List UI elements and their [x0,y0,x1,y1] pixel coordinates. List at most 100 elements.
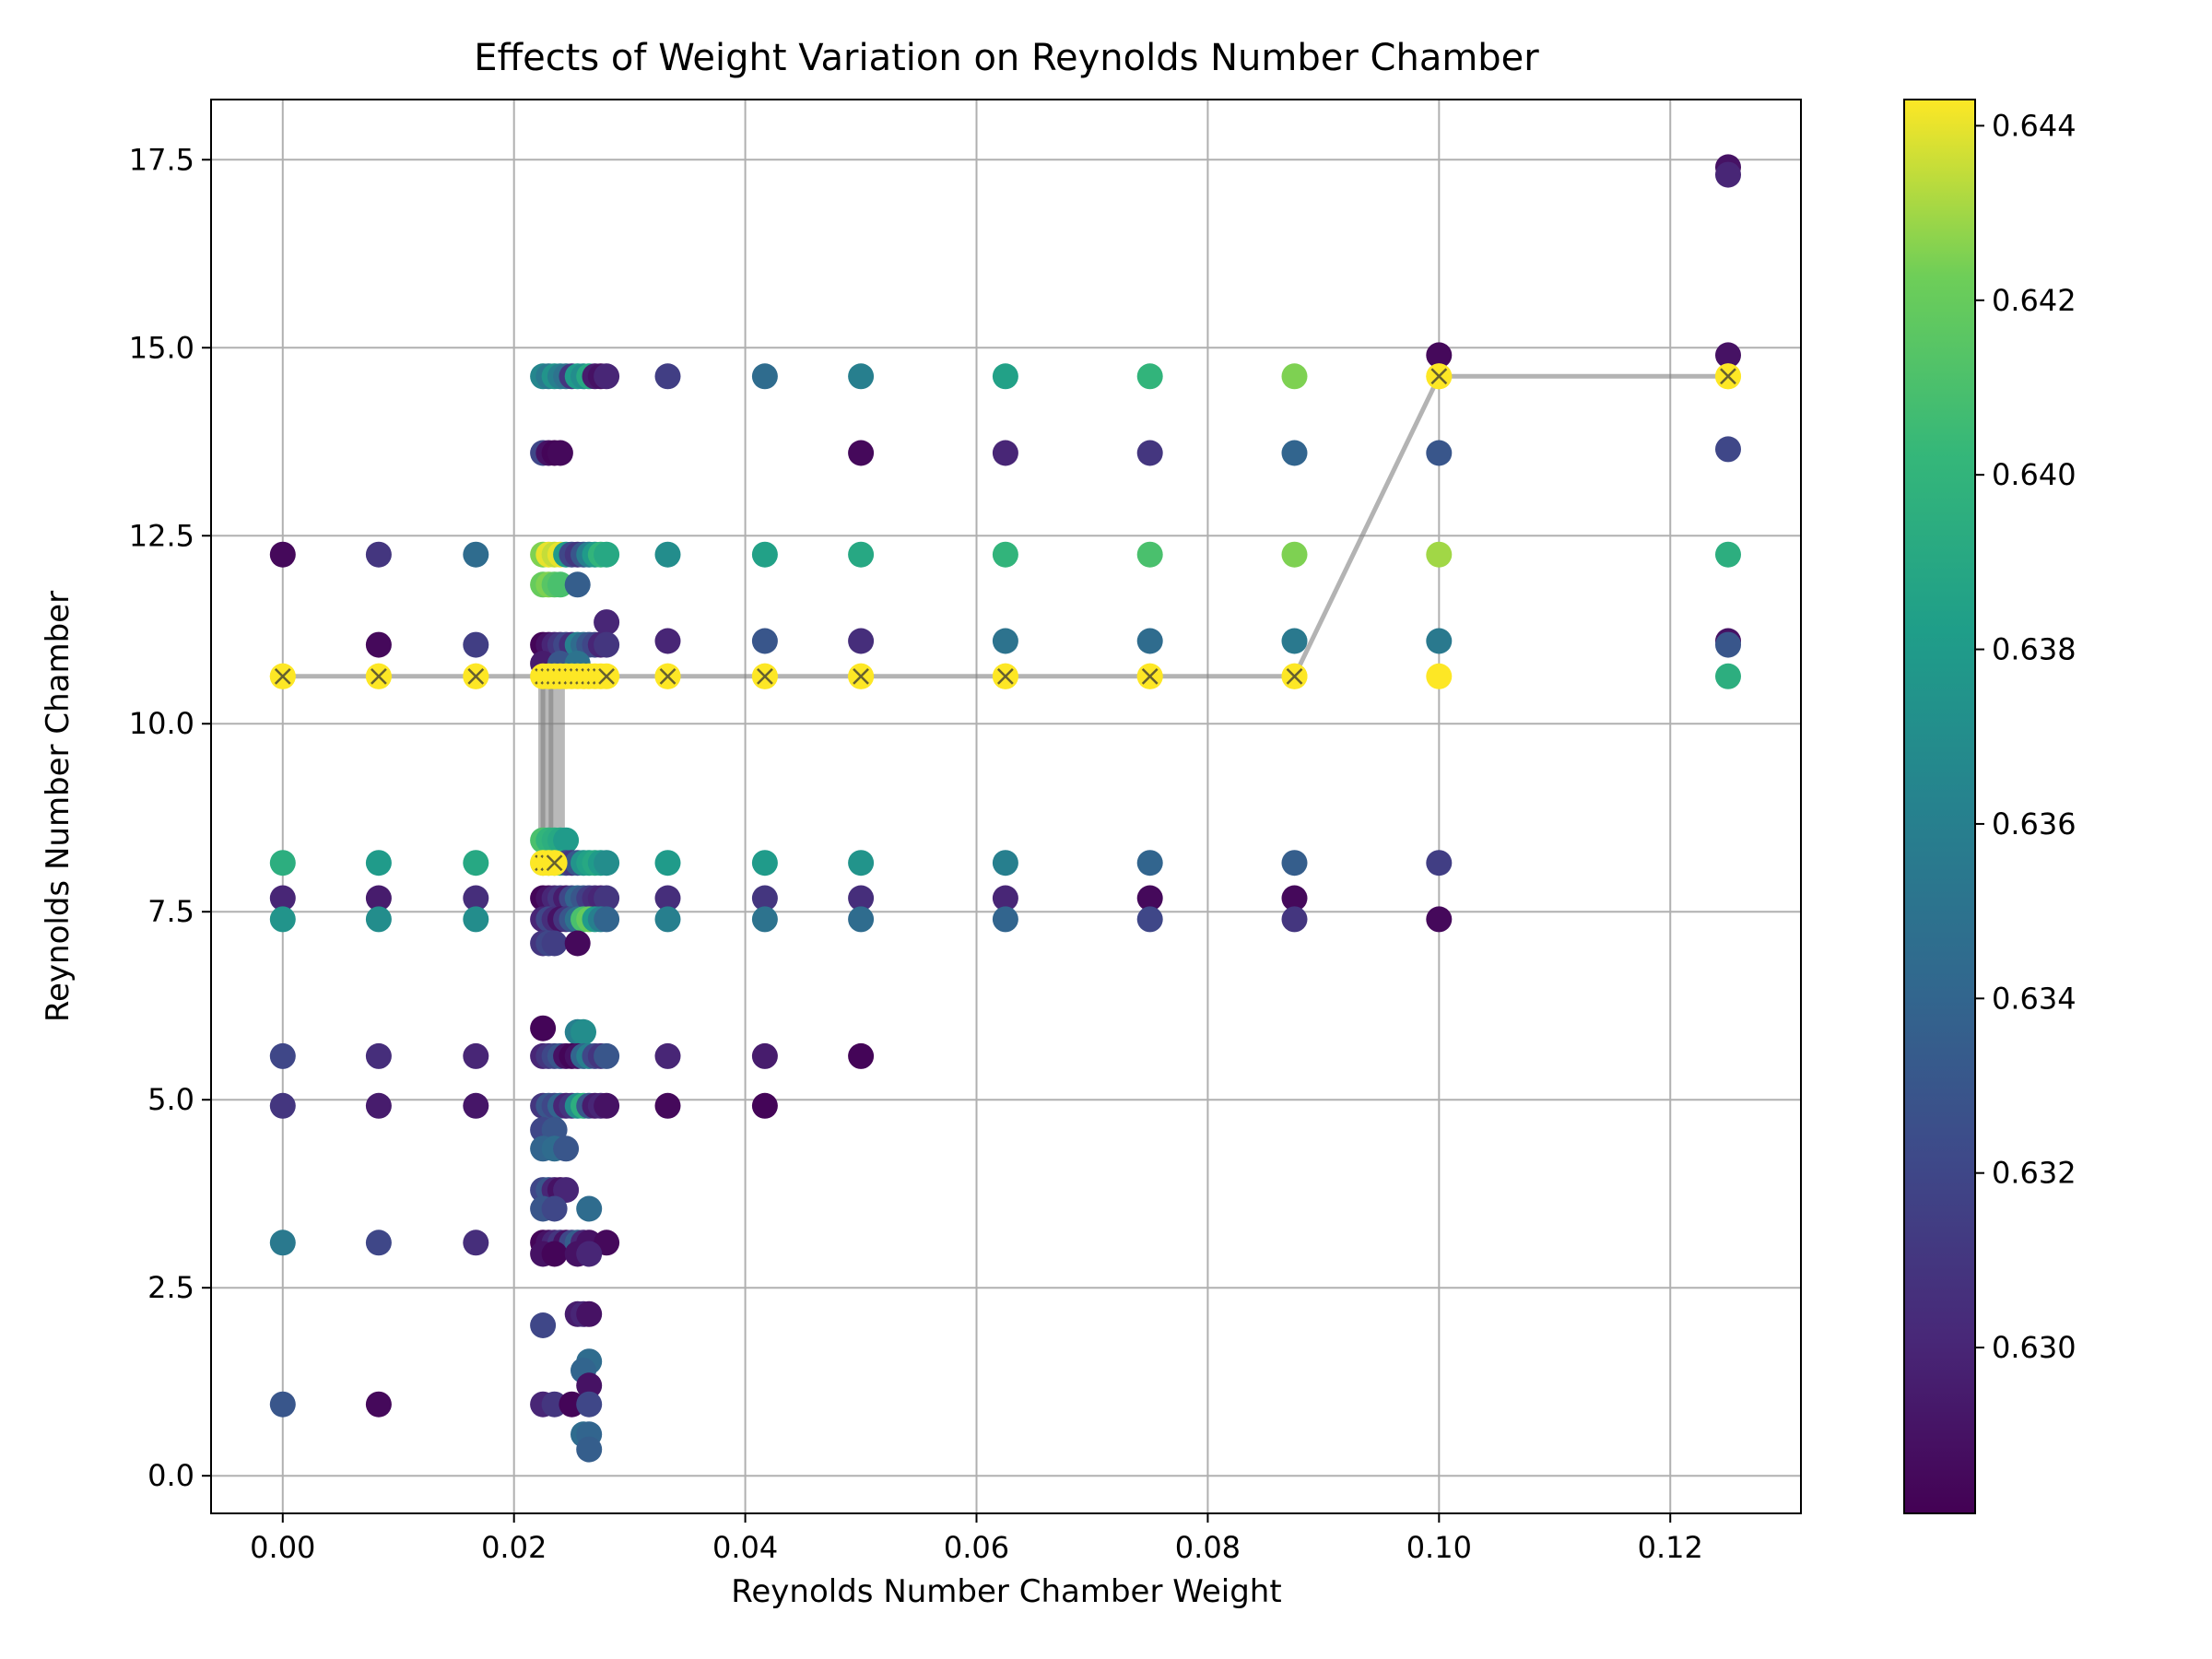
optimal-x-marker [467,667,485,685]
optimal-x-marker [757,667,773,685]
scatter-point [1715,161,1741,188]
optimal-x-marker [274,667,291,685]
optimal-x-marker [659,667,677,685]
x-tick-label: 0.10 [1406,1530,1472,1565]
scatter-point [1281,363,1308,390]
chart-title: Effects of Weight Variation on Reynolds … [474,37,1539,79]
scatter-point [1136,541,1163,568]
scatter-point [1426,663,1453,689]
colorbar-tick-label: 0.630 [1992,1330,2077,1365]
scatter-point [541,1241,568,1267]
scatter-point [594,363,620,390]
scatter-point [992,850,1018,877]
x-axis-ticks: 0.00 0.02 0.04 0.06 0.08 0.10 0.12 [250,1513,1703,1565]
scatter-point [848,541,875,568]
scatter-point [269,1042,296,1069]
scatter-point [654,363,681,390]
colorbar-tick-label: 0.642 [1992,283,2077,318]
scatter-point [1426,906,1453,933]
y-tick-label: 17.5 [129,142,194,177]
optimal-x-marker [598,667,615,685]
scatter-point [269,850,296,877]
scatter-point [463,631,489,658]
scatter-point [269,885,296,912]
scatter-point [848,363,875,390]
scatter-point [1715,631,1741,658]
x-axis-label: Reynolds Number Chamber Weight [731,1573,1281,1610]
scatter-point [463,1092,489,1119]
scatter-point [1136,363,1163,390]
scatter-point [992,885,1018,912]
scatter-point [594,850,620,877]
scatter-point [576,1195,603,1222]
scatter-point [1136,885,1163,912]
scatter-point [576,1300,603,1327]
y-tick-label: 0.0 [147,1458,194,1493]
scatter-point [848,628,875,654]
scatter-point [564,930,591,957]
scatter-point [269,1230,296,1256]
scatter-point [1426,628,1453,654]
optimal-x-marker [371,667,387,685]
x-tick-label: 0.00 [250,1530,315,1565]
colorbar-tick-label: 0.634 [1992,981,2077,1016]
optimal-x-marker [546,854,563,872]
scatter-point [541,930,568,957]
scatter-point [1281,440,1308,466]
scatter-point [530,1015,557,1041]
scatter-point [751,885,778,912]
scatter-point [553,1177,580,1204]
scatter-point [541,1195,568,1222]
scatter-point [1281,541,1308,568]
scatter-point [365,1092,392,1119]
colorbar-tick-label: 0.632 [1992,1156,2077,1191]
scatter-point [594,885,620,912]
scatter-points [269,154,1741,1463]
plot-area [210,99,1802,1514]
scatter-point [594,1092,620,1119]
scatter-point [463,541,489,568]
scatter-point [365,1391,392,1418]
scatter-point [848,885,875,912]
scatter-point [576,1436,603,1463]
scatter-point [848,906,875,933]
scatter-point [654,1092,681,1119]
scatter-point [564,571,591,598]
scatter-point [594,541,620,568]
colorbar-ticks: 0.630 0.632 0.634 0.636 0.638 0.640 0.642 0.644 [1975,108,2077,1365]
scatter-point [1281,906,1308,933]
scatter-point [463,906,489,933]
colorbar-tick-label: 0.636 [1992,806,2077,841]
scatter-point [594,906,620,933]
scatter-point [751,850,778,877]
y-tick-label: 10.0 [129,706,194,741]
scatter-point [365,850,392,877]
x-tick-label: 0.02 [481,1530,547,1565]
colorbar: 0.630 0.632 0.634 0.636 0.638 0.640 0.642 0.644 [1903,99,2077,1514]
scatter-point [992,906,1018,933]
x-tick-label: 0.06 [944,1530,1009,1565]
scatter-point [992,541,1018,568]
scatter-point [594,631,620,658]
scatter-point [751,906,778,933]
optimal-x-marker [1430,368,1448,385]
plot-frame [210,99,1802,1514]
optimal-x-marker [853,667,869,685]
x-tick-label: 0.08 [1175,1530,1241,1565]
scatter-point [654,850,681,877]
scatter-point [576,1241,603,1267]
scatter-point [848,440,875,466]
scatter-point [751,363,778,390]
scatter-point [992,363,1018,390]
scatter-point [1281,850,1308,877]
scatter-point [365,1230,392,1256]
scatter-point [547,440,573,466]
scatter-point [848,850,875,877]
scatter-point [1136,906,1163,933]
y-tick-label: 5.0 [147,1082,194,1117]
optimal-markers [269,363,1741,877]
grid-lines [211,100,1801,1513]
scatter-point [654,1042,681,1069]
scatter-point [1426,342,1453,369]
